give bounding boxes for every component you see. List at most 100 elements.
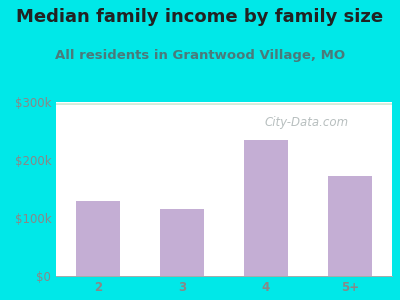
Bar	[56, 103, 392, 104]
Bar	[56, 103, 392, 105]
Bar	[56, 103, 392, 105]
Bar	[56, 103, 392, 105]
Bar	[56, 103, 392, 105]
Bar	[56, 102, 392, 104]
Bar	[56, 104, 392, 105]
Bar	[56, 102, 392, 104]
Bar	[56, 103, 392, 104]
Bar	[56, 103, 392, 104]
Bar	[56, 102, 392, 104]
Bar	[56, 102, 392, 104]
Bar	[56, 103, 392, 105]
Bar	[56, 103, 392, 105]
Bar	[56, 102, 392, 104]
Bar	[56, 103, 392, 104]
Bar	[56, 103, 392, 105]
Text: All residents in Grantwood Village, MO: All residents in Grantwood Village, MO	[55, 50, 345, 62]
Bar	[56, 103, 392, 105]
Bar	[56, 103, 392, 105]
Bar	[56, 103, 392, 105]
Bar	[56, 103, 392, 105]
Bar	[56, 103, 392, 105]
Bar	[56, 102, 392, 104]
Bar	[56, 104, 392, 105]
Bar	[56, 104, 392, 105]
Bar	[56, 102, 392, 104]
Bar	[56, 102, 392, 104]
Bar	[56, 103, 392, 105]
Bar	[56, 102, 392, 104]
Bar	[56, 103, 392, 104]
Bar	[56, 102, 392, 104]
Bar	[56, 103, 392, 105]
Bar	[56, 102, 392, 104]
Bar	[56, 103, 392, 105]
Bar	[56, 102, 392, 104]
Bar	[56, 103, 392, 105]
Bar	[56, 103, 392, 105]
Bar	[56, 103, 392, 104]
Bar	[56, 102, 392, 104]
Bar	[56, 102, 392, 104]
Text: City-Data.com: City-Data.com	[264, 116, 348, 129]
Bar	[56, 103, 392, 105]
Bar	[56, 102, 392, 104]
Bar	[56, 103, 392, 105]
Bar	[56, 102, 392, 104]
Bar	[56, 103, 392, 104]
Bar	[56, 103, 392, 104]
Bar	[56, 104, 392, 106]
Bar	[56, 102, 392, 104]
Bar	[56, 102, 392, 104]
Bar	[56, 102, 392, 104]
Bar	[56, 103, 392, 105]
Bar	[56, 103, 392, 105]
Bar	[56, 102, 392, 104]
Bar	[56, 103, 392, 104]
Bar	[56, 103, 392, 105]
Bar	[56, 102, 392, 104]
Bar	[56, 103, 392, 104]
Bar	[56, 103, 392, 105]
Bar	[56, 103, 392, 105]
Bar	[56, 103, 392, 105]
Bar	[56, 103, 392, 104]
Bar	[56, 103, 392, 105]
Bar	[56, 103, 392, 104]
Bar	[56, 102, 392, 104]
Bar	[56, 102, 392, 104]
Bar	[56, 103, 392, 105]
Bar	[56, 103, 392, 104]
Bar	[56, 103, 392, 105]
Bar	[328, 176, 372, 276]
Bar	[56, 103, 392, 105]
Bar	[56, 103, 392, 105]
Bar	[56, 103, 392, 104]
Bar	[56, 103, 392, 105]
Bar	[56, 103, 392, 104]
Bar	[56, 103, 392, 104]
Bar	[56, 103, 392, 105]
Bar	[56, 103, 392, 105]
Bar	[56, 103, 392, 104]
Bar	[56, 103, 392, 105]
Bar	[56, 103, 392, 105]
Bar	[244, 140, 288, 276]
Bar	[56, 103, 392, 104]
Bar	[56, 103, 392, 104]
Bar	[56, 103, 392, 104]
Bar	[56, 103, 392, 105]
Bar	[56, 103, 392, 105]
Bar	[56, 102, 392, 104]
Bar	[56, 103, 392, 105]
Bar	[56, 103, 392, 105]
Bar	[56, 103, 392, 105]
Bar	[56, 103, 392, 105]
Bar	[76, 201, 120, 276]
Bar	[56, 103, 392, 105]
Bar	[56, 103, 392, 105]
Bar	[56, 103, 392, 105]
Bar	[56, 103, 392, 105]
Bar	[56, 103, 392, 105]
Bar	[56, 103, 392, 104]
